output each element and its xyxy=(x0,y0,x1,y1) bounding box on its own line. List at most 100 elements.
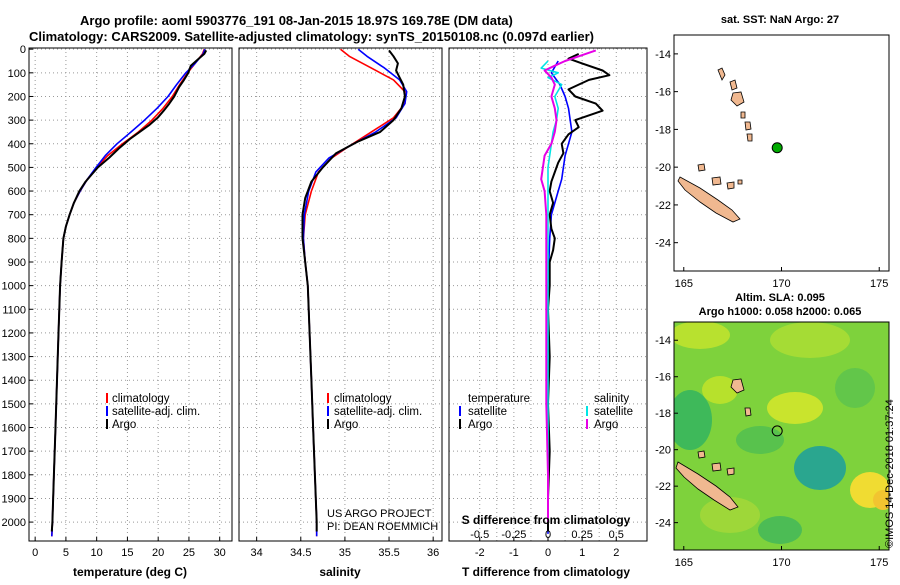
sla-anomaly xyxy=(702,376,738,404)
map-y-tick-label: -16 xyxy=(655,87,671,99)
s-tick-label: 0.5 xyxy=(609,529,624,541)
salinity-xlabel: salinity xyxy=(319,565,361,579)
legend-argo: Argo xyxy=(112,419,136,431)
title-line-2: Climatology: CARS2009. Satellite-adjuste… xyxy=(29,29,594,44)
x-tick-label: 35.5 xyxy=(378,547,399,559)
vanuatu-island xyxy=(740,111,746,119)
map-y-tick-label: -14 xyxy=(655,335,671,347)
x-tick-label: 25 xyxy=(183,547,195,559)
sla-anomaly xyxy=(700,497,760,533)
sla-map-ticks: 165 170 175 -14 -16 -18 -20 -22 -24 xyxy=(655,335,888,569)
sla-anomaly xyxy=(758,516,802,544)
legend-climatology-s: climatology xyxy=(334,393,392,405)
vanuatu-island xyxy=(746,133,753,142)
y-tick-label: 700 xyxy=(8,210,26,222)
s-difference-ticks: -0.5 -0.25 0 0.25 0.5 xyxy=(470,529,624,541)
s-difference-label: S difference from climatology xyxy=(462,513,631,527)
map-y-tick-label: -18 xyxy=(655,124,671,136)
y-tick-label: 0 xyxy=(20,44,26,56)
sst-map-ticks: 165 170 175 -14 -16 -18 -20 -22 -24 xyxy=(655,49,888,290)
loyalty-island xyxy=(726,181,735,190)
difference-xlabel: T difference from climatology xyxy=(462,565,630,579)
sla-anomaly xyxy=(736,426,784,454)
y-tick-label: 1200 xyxy=(2,328,26,340)
temperature-panel: 0 5 10 15 20 25 30 0 100 200 300 400 500 600 700 800 90… xyxy=(2,44,233,579)
sst-map: sat. SST: NaN Argo: 27 165 170 175 -14 -16 -1… xyxy=(655,14,890,290)
series-line-s-argo xyxy=(540,49,597,523)
y-tick-label: 1900 xyxy=(2,493,26,505)
map-x-tick-label: 175 xyxy=(870,557,888,569)
sla-anomaly xyxy=(794,446,846,490)
difference-grid xyxy=(449,48,647,541)
salinity-series xyxy=(301,48,408,537)
x-tick-label: 1 xyxy=(579,547,585,559)
y-tick-label: 1700 xyxy=(2,446,26,458)
legend-salinity-title: salinity xyxy=(594,393,629,405)
y-tick-label: 100 xyxy=(8,68,26,80)
legend-t-argo: Argo xyxy=(468,419,492,431)
x-tick-label: 0 xyxy=(545,547,551,559)
series-line-satellite-adj-clim- xyxy=(51,48,206,537)
y-tick-label: 1500 xyxy=(2,399,26,411)
series-line-s-satellite xyxy=(540,60,563,523)
vanuatu-island xyxy=(730,91,745,107)
map-y-tick-label: -20 xyxy=(655,445,671,457)
sla-anomaly xyxy=(835,368,875,408)
map-y-tick-label: -14 xyxy=(655,49,671,61)
map-x-tick-label: 165 xyxy=(675,278,693,290)
y-tick-label: 300 xyxy=(8,115,26,127)
difference-legend: temperature satellite Argo salinity sate… xyxy=(459,393,633,431)
x-tick-label: 35 xyxy=(339,547,351,559)
imos-stamp: ©IMOS 14-Dec-2018 01:37:24 xyxy=(884,399,896,548)
legend-s-satellite: satellite xyxy=(594,406,633,418)
temperature-frame xyxy=(28,47,233,542)
x-tick-label: 36 xyxy=(427,547,439,559)
new-caledonia-island xyxy=(675,461,739,511)
difference-ticks: -2 -1 0 1 2 xyxy=(475,537,619,559)
temperature-ticks: 0 5 10 15 20 25 30 xyxy=(32,537,226,559)
salinity-legend: climatology satellite-adj. clim. Argo xyxy=(327,393,422,431)
s-tick-label: 0 xyxy=(545,529,551,541)
y-tick-label: 600 xyxy=(8,186,26,198)
salinity-frame xyxy=(238,47,443,542)
difference-panel: -2 -1 0 1 2 -0.5 -0.25 0 0.25 0.5 T difference f… xyxy=(448,47,648,579)
legend-satellite-adj: satellite-adj. clim. xyxy=(112,406,200,418)
x-tick-label: -2 xyxy=(475,547,485,559)
temperature-series xyxy=(50,48,208,537)
x-tick-label: 15 xyxy=(121,547,133,559)
sla-map-title-1: Altim. SLA: 0.095 xyxy=(735,292,825,304)
legend-satellite-adj-s: satellite-adj. clim. xyxy=(334,406,422,418)
series-line-climatology xyxy=(51,48,206,537)
y-tick-label: 800 xyxy=(8,233,26,245)
title-line-1: Argo profile: aoml 5903776_191 08-Jan-20… xyxy=(80,13,513,28)
loyalty-island xyxy=(737,179,743,185)
sla-anomaly xyxy=(674,322,730,349)
temperature-xlabel: temperature (deg C) xyxy=(73,565,187,579)
vanuatu-island xyxy=(744,121,752,131)
sla-map-title-2: Argo h1000: 0.058 h2000: 0.065 xyxy=(699,306,862,318)
x-tick-label: 20 xyxy=(152,547,164,559)
x-tick-label: 10 xyxy=(91,547,103,559)
x-tick-label: 2 xyxy=(613,547,619,559)
series-line-argo xyxy=(301,49,406,532)
sst-map-land xyxy=(677,67,753,223)
y-tick-label: 200 xyxy=(8,91,26,103)
x-tick-label: -1 xyxy=(509,547,519,559)
s-tick-label: -0.25 xyxy=(501,529,526,541)
float-marker xyxy=(771,425,783,437)
sst-map-title: sat. SST: NaN Argo: 27 xyxy=(721,14,839,26)
s-tick-label: 0.25 xyxy=(571,529,592,541)
vanuatu-island xyxy=(744,407,752,417)
series-line-argo xyxy=(50,49,208,532)
s-tick-label: -0.5 xyxy=(470,529,489,541)
y-tick-label: 1000 xyxy=(2,281,26,293)
salinity-ticks: 34 34.5 35 35.5 36 xyxy=(251,537,439,559)
y-tick-label: 500 xyxy=(8,162,26,174)
legend-temperature-title: temperature xyxy=(468,393,530,405)
us-argo-label: US ARGO PROJECT xyxy=(327,508,432,520)
y-tick-label: 2000 xyxy=(2,517,26,529)
depth-ticks: 0 100 200 300 400 500 600 700 800 900 1000 1100 1200… xyxy=(2,44,33,529)
y-tick-label: 1300 xyxy=(2,352,26,364)
legend-t-satellite: satellite xyxy=(468,406,507,418)
legend-argo-s: Argo xyxy=(334,419,358,431)
